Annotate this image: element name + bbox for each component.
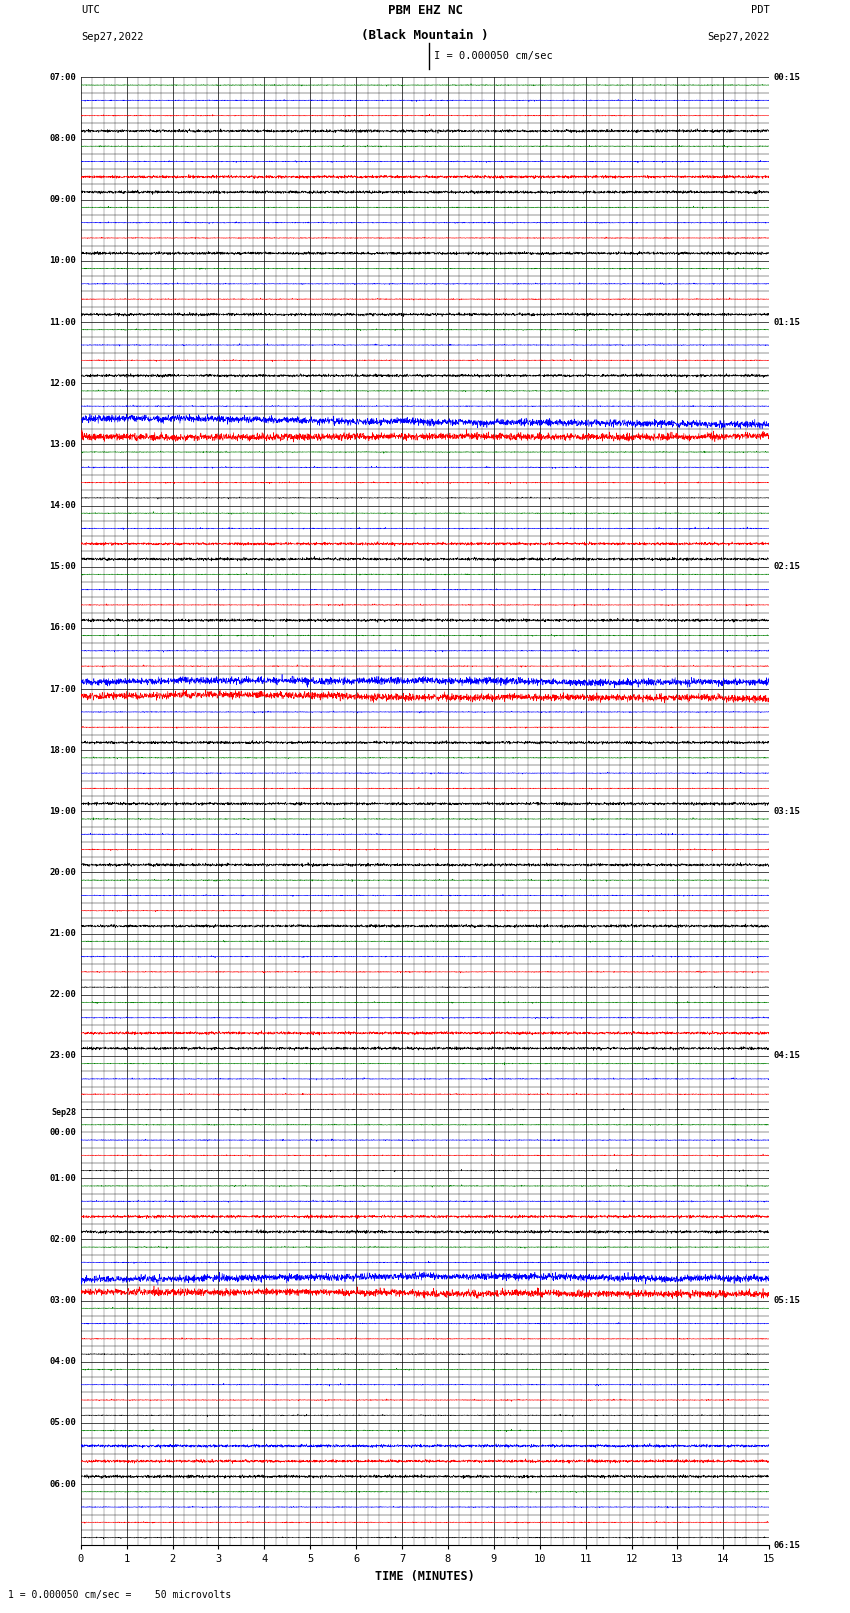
Text: 02:15: 02:15 [774, 563, 801, 571]
Text: 12:00: 12:00 [49, 379, 76, 387]
Text: UTC: UTC [81, 5, 99, 15]
Text: 13:00: 13:00 [49, 440, 76, 448]
X-axis label: TIME (MINUTES): TIME (MINUTES) [375, 1569, 475, 1582]
Text: 01:15: 01:15 [774, 318, 801, 326]
Text: 05:15: 05:15 [774, 1297, 801, 1305]
Text: 11:00: 11:00 [49, 318, 76, 326]
Text: 18:00: 18:00 [49, 745, 76, 755]
Text: 00:15: 00:15 [774, 73, 801, 82]
Text: 05:00: 05:00 [49, 1418, 76, 1428]
Text: 1 = 0.000050 cm/sec =    50 microvolts: 1 = 0.000050 cm/sec = 50 microvolts [8, 1590, 232, 1600]
Text: 02:00: 02:00 [49, 1236, 76, 1244]
Text: 01:00: 01:00 [49, 1174, 76, 1182]
Text: 16:00: 16:00 [49, 623, 76, 632]
Text: 22:00: 22:00 [49, 990, 76, 1000]
Text: 03:00: 03:00 [49, 1297, 76, 1305]
Text: I = 0.000050 cm/sec: I = 0.000050 cm/sec [434, 50, 552, 61]
Text: PBM EHZ NC: PBM EHZ NC [388, 3, 462, 16]
Text: 04:15: 04:15 [774, 1052, 801, 1060]
Text: 06:15: 06:15 [774, 1540, 801, 1550]
Text: 21:00: 21:00 [49, 929, 76, 939]
Text: Sep28: Sep28 [52, 1108, 76, 1118]
Text: 00:00: 00:00 [49, 1127, 76, 1137]
Text: 06:00: 06:00 [49, 1479, 76, 1489]
Text: 19:00: 19:00 [49, 806, 76, 816]
Text: 20:00: 20:00 [49, 868, 76, 877]
Text: 03:15: 03:15 [774, 806, 801, 816]
Text: 17:00: 17:00 [49, 684, 76, 694]
Text: 08:00: 08:00 [49, 134, 76, 144]
Text: 09:00: 09:00 [49, 195, 76, 205]
Text: 07:00: 07:00 [49, 73, 76, 82]
Text: 15:00: 15:00 [49, 563, 76, 571]
Text: 14:00: 14:00 [49, 502, 76, 510]
Text: Sep27,2022: Sep27,2022 [81, 32, 144, 42]
Text: Sep27,2022: Sep27,2022 [706, 32, 769, 42]
Text: (Black Mountain ): (Black Mountain ) [361, 29, 489, 42]
Text: 10:00: 10:00 [49, 256, 76, 266]
Text: 23:00: 23:00 [49, 1052, 76, 1060]
Text: PDT: PDT [751, 5, 769, 15]
Text: 04:00: 04:00 [49, 1357, 76, 1366]
